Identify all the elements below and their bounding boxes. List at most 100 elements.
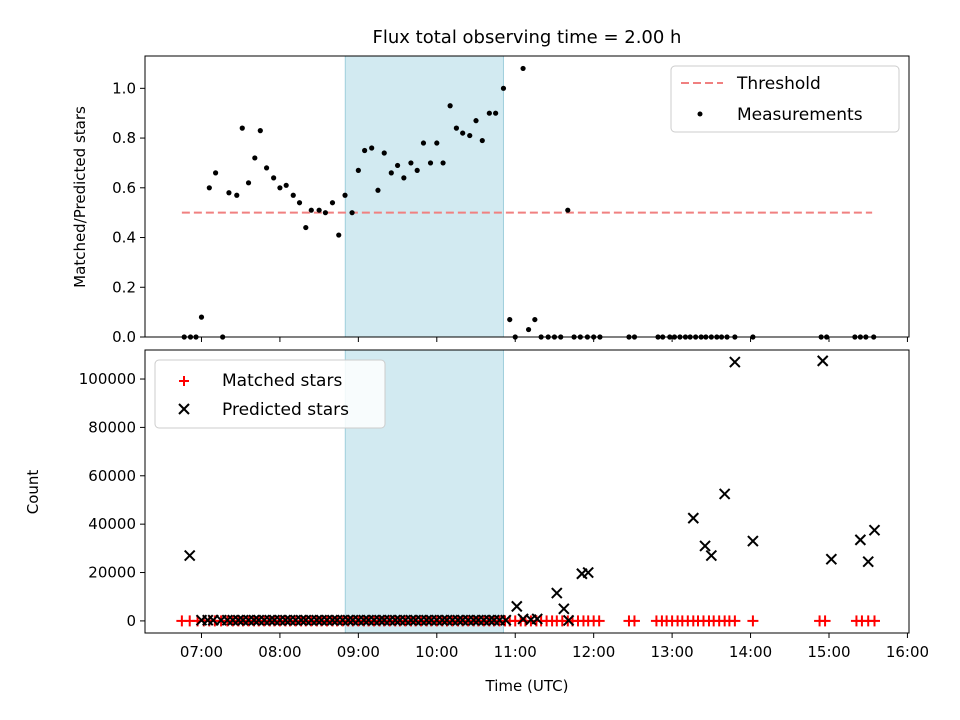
measurement-point [414, 167, 420, 173]
measurement-point [206, 185, 212, 191]
measurement-point [520, 65, 526, 72]
measurement-point [355, 167, 361, 173]
predicted-star-point [452, 614, 464, 626]
measurement-point [434, 140, 440, 146]
measurement-point [507, 316, 513, 323]
legend-matched-swatch [179, 376, 189, 386]
predicted-star-point [718, 488, 731, 500]
measurement-point [440, 160, 446, 166]
measurement-point [252, 155, 258, 161]
legend-measurements-swatch [697, 111, 703, 117]
predicted-star-point [551, 587, 563, 599]
x-tick-label: 13:00 [650, 643, 693, 661]
measurement-point [408, 160, 414, 166]
measurement-point [257, 128, 263, 134]
matched-star-point [628, 615, 640, 627]
predicted-star-point [279, 614, 292, 626]
legend-predicted-swatch [178, 403, 190, 415]
bottom-plot-frame [144, 349, 910, 634]
matched-star-point [729, 615, 741, 627]
measurement-point [303, 224, 309, 231]
top-y-tick-label: 0.0 [112, 328, 136, 346]
measurement-point [479, 137, 485, 144]
top-shaded-interval [344, 55, 504, 338]
top-legend: Threshold Measurements [670, 65, 900, 133]
x-tick-label: 15:00 [807, 643, 850, 661]
chart-title: Flux total observing time = 2.00 h [373, 27, 682, 48]
top-y-tick-label: 0.6 [112, 179, 136, 197]
measurement-point [486, 110, 492, 116]
measurement-point [493, 110, 499, 116]
predicted-star-point [687, 512, 699, 524]
matched-star-point [868, 615, 880, 627]
matched-star-point [819, 615, 831, 627]
top-y-tick-label: 0.2 [112, 278, 136, 296]
bottom-y-axis-label: Count [24, 470, 42, 515]
measurement-point [394, 162, 401, 169]
predicted-star-point [184, 549, 196, 562]
measurement-point [271, 175, 277, 181]
predicted-star-point [264, 614, 276, 626]
top-y-axis-label: Matched/Predicted stars [71, 106, 89, 288]
measurement-point [316, 207, 322, 213]
x-tick-label: 10:00 [415, 643, 458, 661]
measurement-point [401, 175, 407, 181]
measurement-point [467, 132, 473, 139]
measurement-point [239, 125, 245, 131]
measurement-point [420, 140, 427, 146]
measurement-point [277, 185, 283, 191]
bottom-legend-box [154, 359, 386, 429]
measurement-point [234, 192, 240, 198]
measurement-point [460, 130, 466, 136]
top-y-tick-label: 1.0 [112, 79, 136, 97]
measurement-point [473, 118, 479, 124]
measurement-point [447, 103, 453, 109]
legend-matched-label: Matched stars [222, 371, 342, 391]
bottom-legend: Matched stars Predicted stars [154, 359, 386, 429]
measurement-point [245, 180, 252, 186]
measurement-point [263, 165, 270, 171]
bottom-y-tick-label: 80000 [88, 418, 136, 436]
measurement-point [198, 314, 205, 320]
measurement-point [336, 232, 342, 238]
top-legend-box [670, 65, 900, 133]
predicted-star-point [531, 613, 543, 625]
predicted-star-point [326, 614, 339, 626]
predicted-star-point [699, 540, 711, 552]
bottom-y-tick-label: 0 [126, 612, 136, 630]
predicted-star-point [436, 614, 448, 626]
measurement-point [329, 200, 336, 206]
predicted-star-point [311, 614, 323, 626]
matched-star-point [747, 615, 759, 627]
predicted-star-point [420, 614, 433, 626]
measurement-point [427, 160, 434, 166]
measurement-point [453, 125, 460, 131]
predicted-star-point [705, 549, 718, 562]
measurement-point [388, 170, 394, 176]
predicted-star-point [868, 524, 881, 536]
predicted-star-point [467, 614, 480, 626]
matched-star-point [593, 615, 605, 627]
legend-threshold-label: Threshold [736, 74, 821, 94]
predicted-star-point [729, 356, 741, 368]
predicted-star-point [558, 603, 570, 615]
measurement-point [342, 192, 348, 198]
x-tick-label: 16:00 [886, 643, 929, 661]
measurement-point [308, 207, 314, 213]
measurement-point [525, 326, 532, 333]
predicted-star-point [825, 553, 838, 565]
predicted-star-point [500, 614, 512, 626]
x-tick-label: 08:00 [258, 643, 301, 661]
x-tick-label: 09:00 [337, 643, 380, 661]
bottom-y-tick-label: 60000 [88, 467, 136, 485]
x-tick-label: 12:00 [572, 643, 615, 661]
x-axis-label: Time (UTC) [485, 677, 569, 695]
top-plot-frame [144, 55, 910, 338]
measurement-point [369, 145, 375, 151]
bottom-y-tick-label: 40000 [88, 515, 136, 533]
legend-predicted-label: Predicted stars [222, 400, 349, 420]
predicted-star-point [373, 614, 386, 626]
bottom-y-tick-label: 20000 [88, 564, 136, 582]
predicted-star-point [342, 614, 354, 626]
